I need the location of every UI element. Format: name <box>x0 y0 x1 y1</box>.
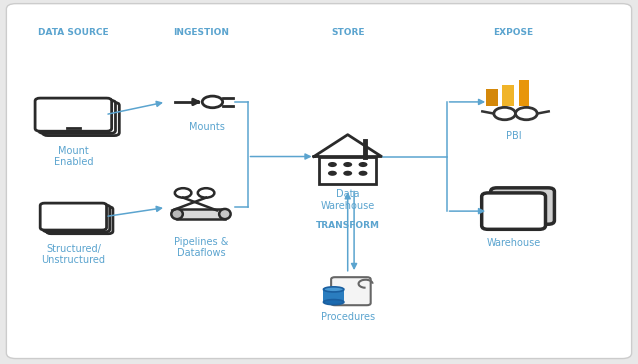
Circle shape <box>175 188 191 198</box>
Ellipse shape <box>323 287 344 292</box>
Text: Mount
Enabled: Mount Enabled <box>54 146 93 167</box>
Circle shape <box>516 107 537 120</box>
Text: DATA SOURCE: DATA SOURCE <box>38 28 108 37</box>
Text: INGESTION: INGESTION <box>173 28 229 37</box>
Text: Procedures: Procedures <box>321 312 375 322</box>
FancyBboxPatch shape <box>491 188 554 224</box>
Text: Structured/
Unstructured: Structured/ Unstructured <box>41 244 105 265</box>
FancyBboxPatch shape <box>43 205 110 232</box>
Text: Pipelines &
Dataflows: Pipelines & Dataflows <box>174 237 228 258</box>
Text: Data
Warehouse: Data Warehouse <box>320 189 375 211</box>
Circle shape <box>343 162 352 167</box>
Circle shape <box>343 171 352 176</box>
FancyBboxPatch shape <box>47 207 113 234</box>
Circle shape <box>328 171 337 176</box>
Circle shape <box>328 162 337 167</box>
FancyBboxPatch shape <box>482 193 545 229</box>
Circle shape <box>494 107 516 120</box>
Text: EXPOSE: EXPOSE <box>494 28 533 37</box>
FancyBboxPatch shape <box>35 98 112 131</box>
Bar <box>319 157 376 184</box>
Circle shape <box>359 171 367 176</box>
Circle shape <box>359 162 367 167</box>
FancyBboxPatch shape <box>39 100 115 133</box>
Bar <box>486 89 498 106</box>
Bar <box>323 289 344 302</box>
Ellipse shape <box>323 300 344 305</box>
Text: PBI: PBI <box>506 131 521 141</box>
Ellipse shape <box>171 209 182 219</box>
Bar <box>502 85 514 106</box>
Ellipse shape <box>219 209 231 219</box>
FancyBboxPatch shape <box>43 103 119 135</box>
Circle shape <box>198 188 214 198</box>
Text: Warehouse: Warehouse <box>486 238 541 248</box>
FancyBboxPatch shape <box>40 203 107 230</box>
Bar <box>177 209 225 219</box>
Text: Mounts: Mounts <box>189 122 225 132</box>
Circle shape <box>202 96 223 108</box>
FancyBboxPatch shape <box>6 4 632 359</box>
FancyBboxPatch shape <box>331 277 371 305</box>
Bar <box>519 80 529 106</box>
Text: STORE: STORE <box>331 28 364 37</box>
Text: TRANSFORM: TRANSFORM <box>316 221 380 230</box>
